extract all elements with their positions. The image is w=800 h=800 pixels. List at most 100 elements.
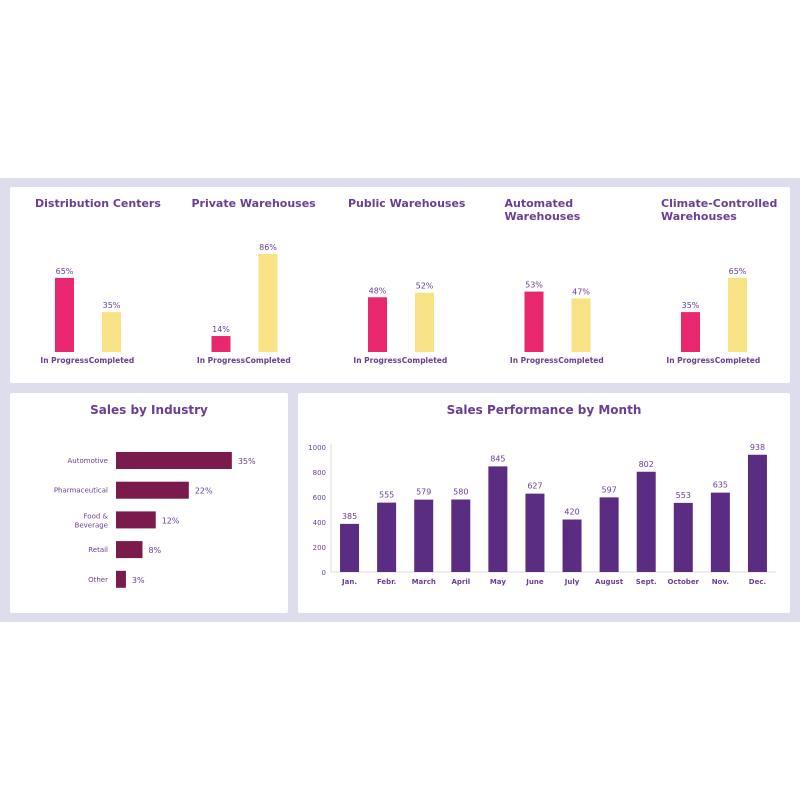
category-label: In Progress (353, 356, 402, 365)
x-tick-label: July (564, 578, 580, 586)
data-label: 12% (162, 516, 180, 525)
bar-completed (102, 312, 121, 352)
data-label: 35% (103, 301, 121, 310)
data-label: 597 (601, 485, 616, 494)
x-tick-label: June (525, 578, 544, 586)
data-label: 555 (379, 491, 394, 500)
x-tick-label: Febr. (377, 578, 396, 586)
month-bar (673, 502, 693, 572)
warehouse-chart-title: Public Warehouses (348, 197, 466, 210)
bar-in-progress (681, 312, 700, 352)
x-tick-label: August (595, 578, 624, 586)
data-label: 14% (212, 325, 230, 334)
month-bar (747, 454, 767, 572)
data-label: 35% (682, 301, 700, 310)
data-label: 845 (490, 454, 505, 463)
bar-completed (415, 292, 434, 352)
category-label: Completed (715, 356, 761, 365)
y-tick-label: 400 (313, 519, 326, 527)
bar-completed (728, 277, 747, 352)
bar-in-progress (55, 277, 74, 352)
data-label: 579 (416, 488, 431, 497)
industry-bar (116, 570, 126, 588)
category-label: Retail (88, 546, 108, 554)
data-label: 35% (238, 457, 256, 466)
category-label: Pharmaceutical (54, 487, 108, 495)
category-label: Other (88, 576, 108, 584)
month-bar (636, 471, 656, 572)
month-chart: 0 200 400 600 800 1000 385 Jan. 555 Febr. 579 March… (308, 443, 776, 586)
category-label: In Progress (197, 356, 246, 365)
data-label: 420 (564, 508, 579, 517)
warehouse-status-charts: 65% In Progress 35% Completed 14% In Progress… (40, 243, 761, 365)
month-bar (414, 499, 434, 572)
data-label: 47% (572, 287, 590, 296)
data-label: 802 (639, 460, 654, 469)
data-label: 385 (342, 512, 357, 521)
y-tick-label: 600 (313, 494, 326, 502)
y-tick-label: 1000 (308, 444, 326, 452)
data-label: 52% (416, 282, 434, 291)
industry-bar (116, 481, 189, 499)
data-label: 48% (369, 286, 387, 295)
month-bar (488, 466, 508, 572)
warehouse-chart-title: Private Warehouses (191, 197, 316, 210)
data-label: 22% (195, 487, 213, 496)
x-tick-label: March (412, 578, 436, 586)
industry-bar (116, 452, 232, 469)
category-label: Completed (402, 356, 448, 365)
category-label: In Progress (40, 356, 89, 365)
data-label: 553 (676, 491, 691, 500)
bar-in-progress (368, 297, 387, 352)
bar-completed (258, 253, 278, 352)
month-bar (377, 502, 397, 572)
data-label: 635 (713, 481, 728, 490)
month-bar (525, 493, 545, 572)
data-label: 938 (750, 443, 765, 452)
bar-completed (571, 298, 591, 352)
sales-by-industry-card: 35% Automotive 22% Pharmaceutical 12% Food & B… (10, 393, 288, 613)
data-label: 53% (525, 281, 543, 290)
category-label: Automotive (68, 457, 109, 465)
y-tick-label: 0 (322, 569, 326, 577)
warehouse-chart-title: Distribution Centers (35, 197, 161, 210)
category-label: Completed (89, 356, 135, 365)
y-tick-label: 800 (313, 469, 326, 477)
industry-chart: 35% Automotive 22% Pharmaceutical 12% Food &B… (54, 452, 256, 588)
x-tick-label: Nov. (712, 578, 729, 586)
industry-bar (116, 541, 143, 559)
bar-in-progress (524, 291, 544, 352)
x-tick-label: Jan. (341, 578, 357, 586)
industry-chart-title: Sales by Industry (90, 403, 208, 417)
month-bar (562, 519, 582, 572)
data-label: 3% (132, 576, 145, 585)
month-bar (451, 499, 471, 572)
x-tick-label: May (490, 578, 506, 586)
sales-by-month-card: 0 200 400 600 800 1000 385 Jan. 555 Febr. 579 March… (298, 393, 790, 613)
category-label: Completed (245, 356, 291, 365)
data-label: 86% (259, 243, 277, 252)
x-tick-label: October (668, 578, 700, 586)
month-bar (599, 497, 619, 572)
month-bar (710, 492, 730, 572)
month-chart-title: Sales Performance by Month (446, 403, 642, 417)
category-label: Food & (84, 512, 109, 520)
data-label: 8% (148, 546, 161, 555)
industry-bar (116, 511, 156, 529)
warehouse-chart-title: Automated Warehouses (504, 197, 581, 223)
category-label: Completed (558, 356, 604, 365)
data-label: 627 (527, 482, 542, 491)
category-label: In Progress (510, 356, 559, 365)
category-label: In Progress (666, 356, 715, 365)
warehouse-chart-title: Climate-Controlled Warehouses (661, 197, 778, 223)
month-bar (340, 523, 360, 572)
data-label: 65% (56, 267, 74, 276)
x-tick-label: April (451, 578, 470, 586)
x-tick-label: Sept. (636, 578, 657, 586)
y-tick-label: 200 (313, 544, 326, 552)
x-tick-label: Dec. (749, 578, 766, 586)
category-label: Beverage (75, 521, 108, 529)
data-label: 65% (729, 267, 747, 276)
data-label: 580 (453, 488, 468, 497)
bar-in-progress (211, 336, 231, 352)
